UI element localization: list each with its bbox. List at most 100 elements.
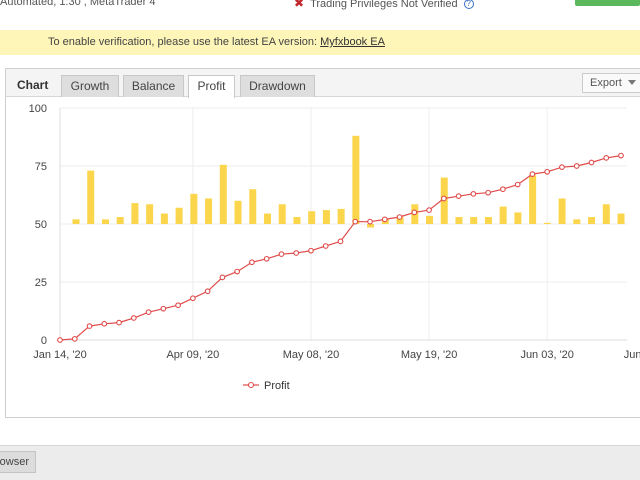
profit-point (573, 163, 580, 169)
profit-bar (322, 210, 330, 224)
profit-point (308, 247, 314, 254)
profit-bar (470, 217, 478, 224)
profit-bar (558, 198, 566, 224)
profit-bar (352, 135, 360, 224)
profit-point (559, 164, 565, 171)
profit-bar (588, 217, 596, 224)
profit-bar (160, 213, 168, 224)
browser-tab[interactable]: Browser (0, 451, 36, 473)
x-tick-label: May 08, '20 (283, 349, 340, 361)
profit-bar (573, 219, 581, 224)
tab-drawdown[interactable]: Drawdown (240, 75, 315, 97)
profit-point (190, 295, 196, 302)
profit-point (293, 250, 300, 256)
profit-bar (293, 217, 301, 224)
profit-bar (308, 211, 316, 224)
profit-point (101, 320, 108, 327)
action-button[interactable] (575, 0, 640, 6)
profit-point (57, 337, 63, 343)
profit-point (234, 268, 241, 275)
y-tick-label: 50 (35, 219, 47, 231)
profit-point (485, 189, 491, 196)
export-label: Export (590, 77, 622, 89)
profit-point (367, 218, 373, 225)
profit-point (381, 216, 388, 223)
profit-bar (116, 217, 124, 224)
profit-point (175, 302, 181, 309)
tab-profit[interactable]: Profit (188, 75, 235, 98)
notice-text: To enable verification, please use the l… (48, 36, 321, 48)
help-icon[interactable]: ? (463, 0, 474, 9)
myfxbook-ea-link[interactable]: Myfxbook EA (320, 36, 385, 48)
profit-bar (529, 175, 537, 224)
profit-point (440, 195, 447, 202)
profit-line (59, 155, 622, 341)
chart-title: Chart (17, 78, 49, 92)
tab-growth[interactable]: Growth (61, 75, 119, 97)
account-info-bar: Automated, 1:30 , MetaTrader 4 ✖ Trading … (0, 0, 640, 14)
profit-bar (499, 206, 507, 224)
profit-bar (146, 204, 154, 224)
x-tick-label: Jun 17, '20 (624, 349, 640, 361)
x-tick-label: Apr 09, '20 (166, 349, 219, 361)
profit-point (263, 255, 270, 262)
profit-point (160, 305, 167, 312)
profit-bar (249, 189, 257, 224)
profit-point (618, 152, 624, 159)
chevron-down-icon (627, 80, 636, 85)
tab-balance[interactable]: Balance (123, 75, 184, 97)
chart-panel: Chart Growth Balance Profit Drawdown Exp… (5, 68, 640, 418)
profit-bar (131, 203, 139, 224)
x-tick-label: May 19, '20 (401, 349, 458, 361)
profit-bar (278, 204, 286, 224)
profit-bar (190, 193, 198, 224)
profit-point (455, 193, 462, 200)
y-tick-label: 75 (35, 161, 47, 173)
profit-point (544, 168, 551, 175)
privileges-label: Trading Privileges Not Verified (310, 0, 458, 10)
profit-point (514, 181, 521, 188)
profit-bar (101, 219, 109, 224)
profit-point (603, 155, 610, 161)
x-tick-label: Jun 03, '20 (520, 349, 573, 361)
profit-point (249, 259, 255, 266)
profit-point (71, 335, 78, 342)
cross-icon: ✖ (294, 0, 305, 10)
profit-point (588, 159, 595, 166)
x-tick-label: Jan 14, '20 (33, 349, 86, 361)
profit-bar (543, 222, 551, 224)
profit-point (116, 319, 122, 326)
profit-bar (72, 219, 80, 224)
profit-point (219, 274, 226, 281)
legend-label: Profit (264, 380, 290, 392)
profit-bar (455, 217, 463, 224)
profit-bar (234, 200, 242, 224)
y-tick-label: 0 (41, 335, 47, 347)
legend-marker (247, 381, 255, 389)
profit-bar (337, 208, 345, 224)
profit-bar (514, 212, 522, 224)
profit-bar (396, 217, 404, 224)
export-button[interactable]: Export (582, 73, 640, 93)
y-tick-label: 25 (35, 277, 47, 289)
profit-point (470, 190, 477, 197)
profit-bar (175, 207, 183, 224)
profit-bar (602, 204, 610, 224)
profit-point (86, 323, 93, 329)
profit-bar (367, 224, 375, 228)
chart-tabs: Chart Growth Balance Profit Drawdown Exp… (6, 69, 640, 98)
profit-bar (617, 213, 625, 224)
verification-status: ✖ Trading Privileges Not Verified? (294, 0, 474, 10)
profit-chart: 0 25 50 75 100 Jan 14, '20 Apr 09, '20 May 08, … (29, 103, 640, 392)
profit-point (145, 309, 152, 316)
profit-bar (484, 217, 492, 224)
account-type-label: Automated, 1:30 , MetaTrader 4 (0, 0, 156, 8)
profit-point (278, 251, 285, 258)
profit-point (352, 218, 359, 225)
profit-point (500, 186, 506, 193)
profit-point (130, 315, 137, 321)
profit-bar (263, 213, 271, 224)
browser-tab-label: Browser (0, 456, 29, 468)
profit-point (322, 243, 329, 249)
profit-bar (426, 215, 434, 224)
